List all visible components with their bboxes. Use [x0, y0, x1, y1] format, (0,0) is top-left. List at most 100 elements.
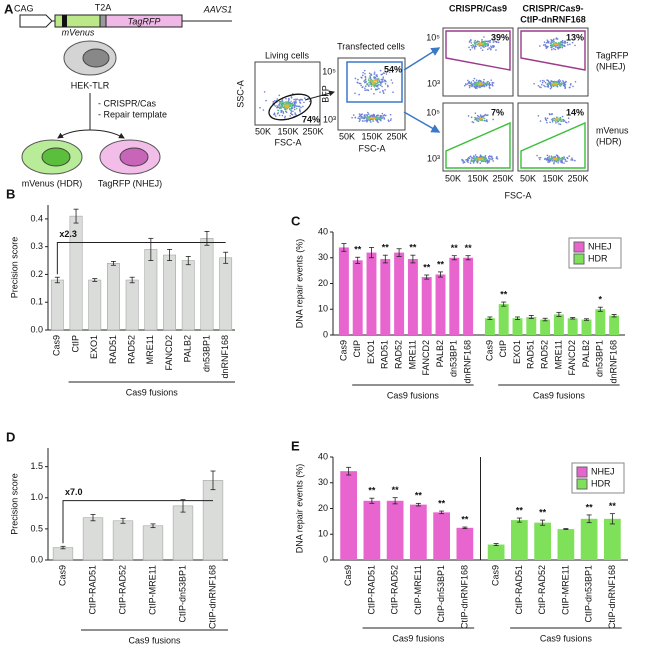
x-tick-label: EXO1 [89, 335, 99, 359]
bar [112, 520, 134, 561]
event-dot [381, 85, 383, 88]
event-dot [299, 109, 301, 112]
event-dot [284, 104, 286, 107]
event-dot [492, 41, 495, 43]
event-dot [469, 40, 471, 43]
event-dot [285, 106, 288, 108]
x-tick-label: 250K [386, 131, 407, 141]
event-dot [554, 120, 557, 123]
event-dot [541, 81, 544, 84]
event-dot [546, 117, 549, 120]
group-label: Cas9 fusions [533, 390, 586, 400]
x-tick-label: CtIP-MRE11 [147, 565, 157, 615]
gate [445, 30, 511, 71]
event-dot [483, 117, 486, 120]
event-dot [555, 41, 557, 44]
event-dot [539, 120, 542, 122]
bar [407, 259, 418, 335]
event-dot [553, 81, 556, 83]
event-dot [370, 117, 373, 120]
event-dot [574, 80, 577, 83]
event-dot [378, 117, 380, 119]
event-dot [358, 82, 361, 85]
event-dot [559, 123, 562, 126]
event-dot [481, 85, 483, 88]
event-dot [544, 85, 546, 88]
event-dot [483, 159, 486, 162]
event-dot [559, 117, 562, 120]
event-dot [470, 116, 473, 119]
bar [144, 249, 158, 331]
event-dot [293, 106, 296, 109]
event-dot [373, 85, 376, 88]
event-dot [538, 158, 541, 161]
event-dot [537, 115, 540, 117]
event-dot [470, 44, 473, 47]
event-dot [479, 157, 482, 160]
bar [163, 254, 176, 331]
event-dot [540, 86, 542, 89]
event-dot [562, 80, 564, 82]
event-dot [563, 162, 565, 164]
event-dot [557, 157, 560, 160]
event-dot [567, 121, 570, 123]
panel-label: A [4, 1, 14, 16]
event-dot [538, 86, 541, 88]
significance-label: ** [586, 502, 594, 512]
event-dot [470, 38, 472, 41]
column-title: CtIP-dnRNF168 [520, 14, 586, 24]
event-dot [555, 157, 558, 160]
event-dot [565, 81, 567, 83]
gate-percent: 7% [491, 107, 504, 117]
event-dot [550, 38, 552, 41]
event-dot [291, 113, 294, 116]
bar [386, 500, 404, 560]
event-dot [560, 84, 562, 86]
bar [82, 517, 104, 561]
event-dot [483, 40, 486, 43]
event-dot [564, 86, 567, 89]
y-tick-label: 1.5 [30, 461, 43, 471]
event-dot [362, 71, 364, 74]
event-dot [360, 115, 363, 118]
event-dot [485, 114, 487, 117]
legend-label: NHEJ [588, 241, 612, 251]
event-dot [468, 86, 471, 89]
significance-label: ** [392, 485, 400, 495]
event-dot [383, 118, 386, 120]
event-dot [463, 84, 466, 87]
event-dot [362, 117, 364, 120]
x-tick-label: CtIP-dn53BP1 [436, 565, 446, 623]
gate-percent: 39% [491, 32, 509, 42]
event-dot [360, 117, 363, 119]
event-dot [284, 115, 286, 118]
group-label: Cas9 fusions [540, 633, 593, 643]
x-tick-label: CtIP-dn53BP1 [584, 565, 594, 623]
event-dot [289, 107, 291, 110]
y-tick-label: 20 [318, 278, 328, 288]
event-dot [556, 118, 559, 121]
event-dot [488, 47, 491, 49]
event-dot [488, 86, 491, 88]
event-dot [556, 43, 559, 45]
event-dot [277, 109, 279, 112]
legend-swatch [573, 253, 585, 265]
x-tick-label: 150K [467, 173, 488, 183]
event-dot [544, 45, 547, 47]
event-dot [384, 83, 387, 85]
event-dot [472, 43, 474, 46]
event-dot [364, 87, 366, 90]
event-dot [365, 81, 367, 84]
event-dot [545, 118, 547, 121]
event-dot [364, 89, 366, 92]
event-dot [470, 42, 473, 44]
event-dot [377, 81, 380, 84]
bar [421, 277, 432, 335]
event-dot [372, 84, 374, 86]
bar [52, 547, 74, 561]
event-dot [376, 117, 378, 120]
event-dot [290, 104, 292, 107]
event-dot [568, 155, 570, 157]
event-dot [368, 116, 370, 119]
